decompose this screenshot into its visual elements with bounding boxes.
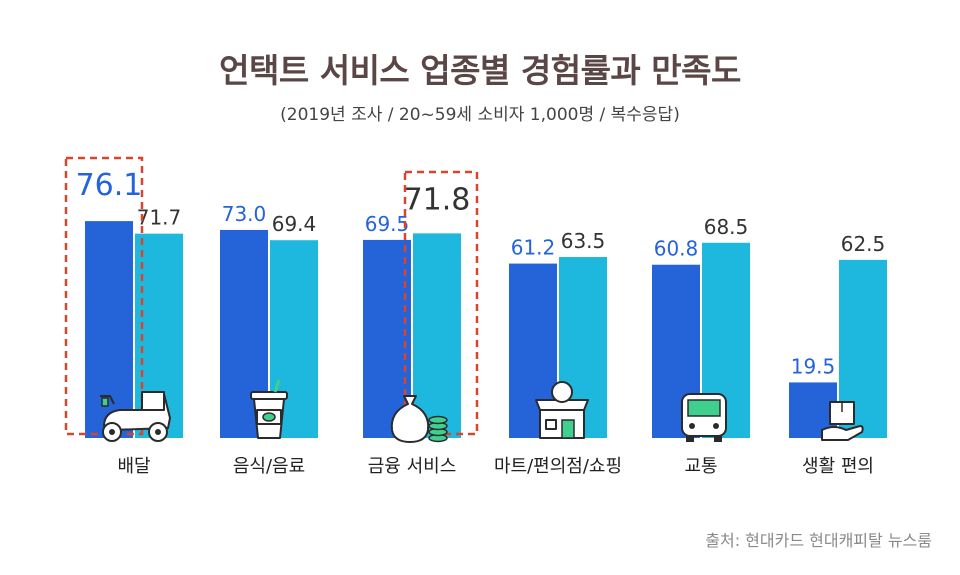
data-label-satisfaction: 68.5 <box>704 215 749 239</box>
data-label-satisfaction: 71.7 <box>137 206 182 230</box>
category-label: 마트/편의점/쇼핑 <box>494 456 622 477</box>
highlight-box-finance <box>403 170 479 436</box>
bar-experience <box>363 239 411 438</box>
chart-title: 언택트 서비스 업종별 경험률과 만족도 <box>219 51 741 90</box>
chart-subtitle: (2019년 조사 / 20~59세 소비자 1,000명 / 복수응답) <box>280 105 680 125</box>
money-bag-icon <box>390 395 448 443</box>
data-label-experience: 76.1 <box>76 168 143 203</box>
data-label-satisfaction: 62.5 <box>841 232 886 256</box>
bar-experience <box>85 221 133 438</box>
bus-icon <box>681 393 727 442</box>
data-label-experience: 73.0 <box>222 202 267 226</box>
category-label: 교통 <box>684 456 717 477</box>
source-note: 출처: 현대카드 현대캐피탈 뉴스룸 <box>705 531 932 550</box>
package-hand-icon <box>821 401 864 441</box>
data-label-satisfaction: 69.4 <box>272 212 317 236</box>
data-label-experience: 19.5 <box>791 354 836 378</box>
bar-satisfaction <box>413 233 461 438</box>
category-label: 음식/음료 <box>233 456 305 477</box>
data-label-satisfaction: 71.8 <box>404 182 471 217</box>
category-label: 금융 서비스 <box>368 456 457 477</box>
category-label: 배달 <box>117 456 150 477</box>
data-label-experience: 69.5 <box>365 212 410 236</box>
scooter-icon <box>100 391 171 442</box>
data-label-experience: 61.2 <box>511 236 556 260</box>
data-label-satisfaction: 63.5 <box>561 229 606 253</box>
category-label: 생활 편의 <box>802 456 874 477</box>
data-label-experience: 60.8 <box>654 237 699 261</box>
store-icon <box>535 381 589 439</box>
coffee-cup-icon <box>250 379 288 439</box>
